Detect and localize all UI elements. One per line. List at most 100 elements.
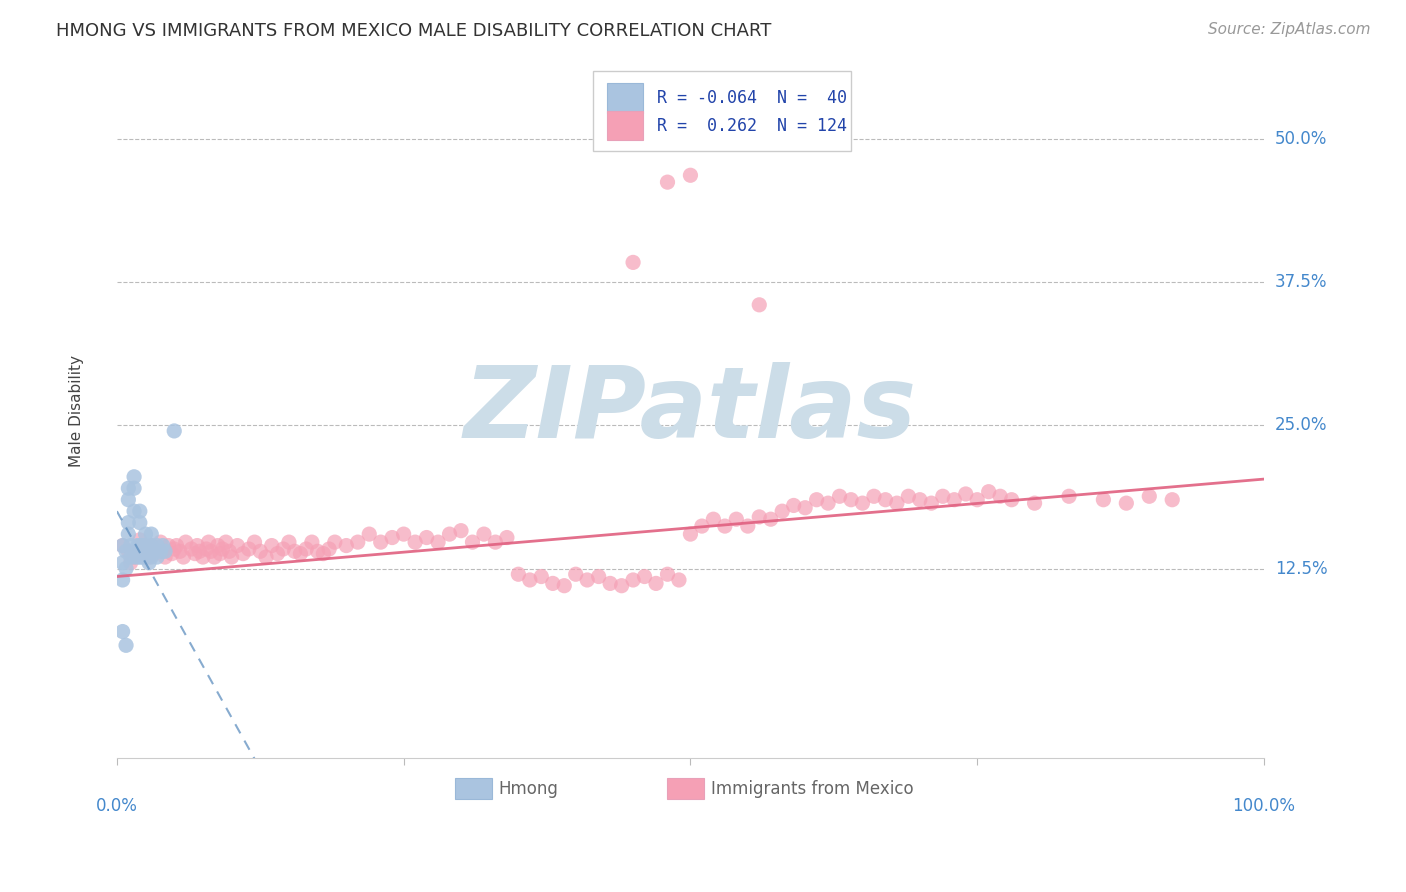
Point: [828, 489, 851, 503]
Point: [370, 535, 392, 549]
Point: [197, 535, 219, 549]
Point: [553, 579, 575, 593]
Point: [610, 579, 633, 593]
Point: [135, 527, 157, 541]
Point: [295, 541, 318, 556]
Point: [111, 573, 134, 587]
Point: [439, 527, 461, 541]
Point: [160, 547, 183, 561]
FancyBboxPatch shape: [607, 112, 644, 140]
Point: [117, 544, 139, 558]
Point: [122, 470, 145, 484]
Point: [381, 531, 404, 545]
Point: [135, 549, 157, 564]
Point: [943, 492, 966, 507]
Point: [157, 539, 180, 553]
Point: [111, 556, 134, 570]
FancyBboxPatch shape: [456, 779, 492, 799]
Point: [131, 549, 153, 564]
Point: [794, 500, 817, 515]
Point: [863, 489, 886, 503]
Text: Hmong: Hmong: [499, 780, 558, 797]
Point: [977, 484, 1000, 499]
Point: [839, 492, 862, 507]
Point: [131, 547, 153, 561]
Point: [186, 539, 208, 553]
Point: [221, 549, 243, 564]
Point: [152, 544, 174, 558]
Text: Immigrants from Mexico: Immigrants from Mexico: [711, 780, 914, 797]
Point: [163, 424, 186, 438]
Text: 50.0%: 50.0%: [1275, 129, 1327, 147]
Point: [184, 547, 207, 561]
FancyBboxPatch shape: [593, 71, 851, 151]
Point: [461, 535, 484, 549]
Point: [141, 539, 163, 553]
Point: [266, 547, 288, 561]
Point: [238, 541, 260, 556]
Point: [599, 576, 621, 591]
Point: [1024, 496, 1046, 510]
Point: [128, 504, 150, 518]
Point: [1092, 492, 1115, 507]
Point: [897, 489, 920, 503]
FancyBboxPatch shape: [607, 84, 644, 112]
Point: [115, 638, 138, 652]
Point: [759, 512, 782, 526]
Point: [508, 567, 530, 582]
Point: [243, 535, 266, 549]
Point: [920, 496, 942, 510]
Point: [530, 569, 553, 583]
Point: [122, 549, 145, 564]
Point: [290, 547, 312, 561]
Point: [886, 496, 908, 510]
Point: [1057, 489, 1080, 503]
Point: [142, 547, 165, 561]
Point: [211, 541, 233, 556]
Point: [908, 492, 931, 507]
Point: [166, 539, 188, 553]
Point: [307, 544, 329, 558]
Point: [191, 549, 214, 564]
Point: [806, 492, 828, 507]
Point: [172, 549, 194, 564]
Point: [278, 535, 301, 549]
Point: [564, 567, 586, 582]
Point: [127, 544, 149, 558]
Text: Source: ZipAtlas.com: Source: ZipAtlas.com: [1208, 22, 1371, 37]
Text: R = -0.064  N =  40: R = -0.064 N = 40: [657, 89, 848, 107]
Point: [127, 539, 149, 553]
Point: [138, 556, 160, 570]
Point: [359, 527, 381, 541]
Point: [323, 535, 346, 549]
Point: [128, 516, 150, 530]
Point: [541, 576, 564, 591]
FancyBboxPatch shape: [668, 779, 704, 799]
Point: [149, 544, 172, 558]
Point: [174, 535, 197, 549]
Point: [128, 533, 150, 547]
Point: [318, 541, 340, 556]
Point: [142, 544, 165, 558]
Point: [218, 544, 240, 558]
Point: [152, 539, 174, 553]
Point: [146, 549, 169, 564]
Text: 100.0%: 100.0%: [1233, 797, 1295, 814]
Point: [472, 527, 495, 541]
Point: [131, 539, 153, 553]
Point: [1115, 496, 1137, 510]
Point: [135, 541, 157, 556]
Point: [202, 549, 225, 564]
Point: [1137, 489, 1160, 503]
Point: [450, 524, 472, 538]
Point: [714, 519, 737, 533]
Point: [702, 512, 724, 526]
Point: [496, 531, 519, 545]
Point: [200, 544, 222, 558]
Point: [875, 492, 897, 507]
Point: [284, 544, 307, 558]
Point: [146, 541, 169, 556]
Point: [111, 624, 134, 639]
Point: [141, 549, 163, 564]
Point: [138, 539, 160, 553]
